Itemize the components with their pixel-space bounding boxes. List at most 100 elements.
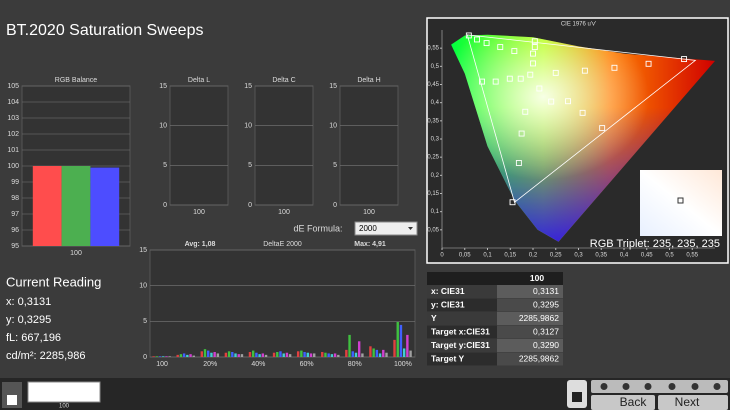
y-tick-label: 103: [7, 115, 19, 122]
bar: [216, 353, 220, 357]
de-formula-value[interactable]: 2000: [359, 224, 377, 233]
back-button[interactable]: [591, 395, 655, 410]
point: [522, 108, 529, 115]
point: [511, 48, 518, 55]
point: [517, 75, 524, 82]
point: [492, 78, 499, 85]
bar: [378, 353, 382, 357]
next-label[interactable]: Next: [675, 395, 700, 409]
reading-y: y: 0,3295: [6, 314, 51, 326]
y-tick-label: 0,05: [427, 227, 439, 233]
bar: [186, 354, 189, 357]
bar: [61, 166, 91, 246]
chart-title: CIE 1976 u'v': [561, 22, 596, 28]
bar: [261, 353, 265, 357]
table-label: y: CIE31: [431, 299, 465, 309]
y-tick-label: 5: [333, 162, 337, 169]
bar: [200, 351, 203, 357]
point: [465, 32, 472, 39]
table-label: Y: [431, 313, 437, 323]
bar: [279, 351, 282, 357]
point: [515, 160, 522, 166]
plot-area: [149, 249, 416, 358]
table-value: 0,3295: [533, 299, 559, 309]
chart-title: RGB Balance: [55, 77, 98, 84]
dropdown-arrow[interactable]: [408, 227, 413, 230]
annotation: Avg: 1,08: [185, 241, 216, 248]
x-tick-label: 0,25: [550, 253, 562, 259]
bar: [210, 352, 213, 357]
table-value: 0,3127: [533, 326, 559, 336]
bar: [399, 324, 403, 357]
toolbar-icons: [591, 380, 728, 393]
table-label-cell: [427, 352, 497, 366]
bar: [300, 350, 303, 357]
point: [536, 85, 543, 92]
bar: [264, 354, 268, 357]
table-value: 0,3290: [533, 340, 559, 350]
bar: [306, 352, 309, 357]
y-tick-label: 97: [11, 211, 19, 218]
bar: [385, 352, 388, 357]
bar: [402, 348, 406, 357]
x-tick-label: 0,35: [595, 253, 607, 259]
de-formula-select[interactable]: [354, 221, 418, 236]
y-tick-label: 5: [248, 162, 252, 169]
bar: [155, 356, 159, 357]
y-tick-label: 10: [139, 283, 147, 290]
x-tick-label: 100: [193, 209, 205, 216]
y-tick-label: 0: [248, 202, 252, 209]
bar: [375, 349, 379, 357]
point: [506, 75, 513, 82]
thumbnail[interactable]: [27, 381, 101, 403]
bar: [296, 351, 300, 357]
y-tick-label: 0: [333, 202, 337, 209]
current-reading-heading: Current Reading: [6, 274, 101, 289]
y-tick-label: 102: [7, 131, 19, 138]
bar: [162, 356, 165, 357]
bar: [409, 350, 412, 357]
y-tick-label: 15: [139, 247, 147, 254]
table-value-cell: [497, 352, 563, 366]
bar: [309, 353, 313, 357]
bar: [231, 352, 234, 357]
bar: [348, 334, 351, 357]
bar: [248, 352, 252, 357]
reading-x: x: 0,3131: [6, 296, 51, 308]
x-tick-label: 100: [70, 250, 82, 257]
bar: [393, 339, 396, 357]
x-tick-label: 0,45: [641, 253, 653, 259]
back-label[interactable]: Back: [620, 395, 648, 409]
chart-title: Delta C: [272, 77, 295, 84]
inset-marker: [677, 197, 684, 204]
y-tick-label: 98: [11, 195, 19, 202]
y-tick-label: 0,55: [427, 46, 439, 52]
bar: [345, 349, 348, 357]
bar: [372, 348, 375, 357]
bar: [333, 353, 337, 357]
point: [474, 36, 480, 43]
y-tick-label: 100: [7, 163, 19, 170]
x-tick-label: 0,05: [459, 253, 471, 259]
x-tick-label: 80%: [348, 361, 362, 368]
y-tick-label: 95: [11, 243, 19, 250]
x-tick-label: 100: [363, 209, 375, 216]
page-title: BT.2020 Saturation Sweeps: [6, 22, 203, 39]
point: [527, 71, 534, 78]
bar: [324, 352, 327, 357]
point: [497, 44, 504, 51]
x-tick-label: 40%: [251, 361, 265, 368]
bar: [179, 354, 183, 357]
next-button[interactable]: [658, 395, 728, 410]
bar: [182, 353, 186, 357]
table-value: 0,3131: [533, 286, 559, 296]
y-tick-label: 0: [163, 202, 167, 209]
y-tick-label: 104: [7, 99, 19, 106]
x-tick-label: 0,2: [529, 253, 538, 259]
x-tick-label: 0,55: [686, 253, 698, 259]
chart-title: Delta L: [188, 77, 210, 84]
reading-cdm2: cd/m²: 2285,986: [6, 350, 86, 362]
point: [509, 199, 516, 206]
x-tick-label: 100: [278, 209, 290, 216]
